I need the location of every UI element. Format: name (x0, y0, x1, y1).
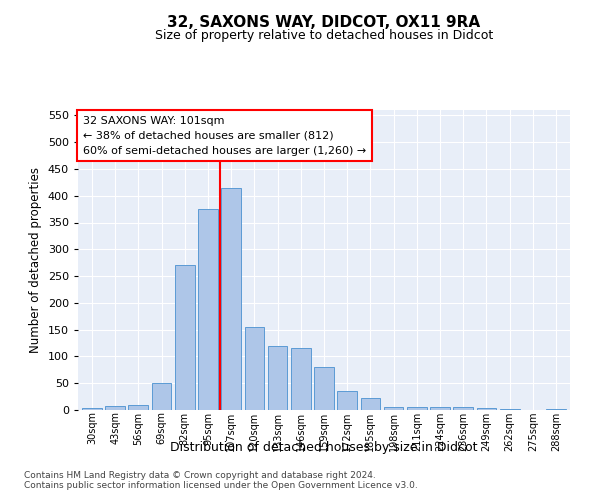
Bar (268, 346, 287, 410)
Bar (430, 408, 450, 410)
Bar (198, 209, 218, 410)
Bar (82, 408, 102, 410)
Text: Distribution of detached houses by size in Didcot: Distribution of detached houses by size … (170, 441, 478, 454)
Bar (221, 188, 241, 410)
Bar (500, 409, 520, 410)
Bar (291, 348, 311, 410)
Text: Contains public sector information licensed under the Open Government Licence v3: Contains public sector information licen… (24, 480, 418, 490)
Bar (476, 408, 496, 410)
Bar (105, 406, 125, 410)
Bar (546, 409, 566, 410)
Bar (454, 408, 473, 410)
Y-axis label: Number of detached properties: Number of detached properties (29, 167, 42, 353)
Bar (245, 327, 264, 410)
Bar (152, 383, 172, 410)
Text: Contains HM Land Registry data © Crown copyright and database right 2024.: Contains HM Land Registry data © Crown c… (24, 470, 376, 480)
Bar (407, 408, 427, 410)
Text: 32 SAXONS WAY: 101sqm
← 38% of detached houses are smaller (812)
60% of semi-det: 32 SAXONS WAY: 101sqm ← 38% of detached … (83, 116, 366, 156)
Text: 32, SAXONS WAY, DIDCOT, OX11 9RA: 32, SAXONS WAY, DIDCOT, OX11 9RA (167, 15, 481, 30)
Bar (314, 367, 334, 410)
Bar (128, 404, 148, 410)
Bar (384, 408, 403, 410)
Bar (175, 266, 194, 410)
Bar (361, 398, 380, 410)
Text: Size of property relative to detached houses in Didcot: Size of property relative to detached ho… (155, 28, 493, 42)
Bar (337, 391, 357, 410)
